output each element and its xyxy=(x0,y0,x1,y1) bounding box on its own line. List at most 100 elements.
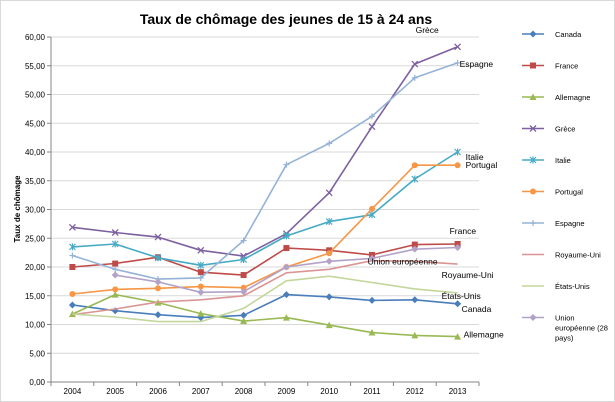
inline-label-canada: Canada xyxy=(462,304,492,314)
point-portugal xyxy=(240,284,247,291)
point-italie xyxy=(68,243,76,251)
point-espagne xyxy=(411,74,418,81)
legend-marker xyxy=(529,93,537,100)
point-france xyxy=(411,241,418,248)
point-union-europeenne-28-pays xyxy=(111,271,119,279)
series-line-espagne xyxy=(72,62,458,280)
legend-label: États-Unis xyxy=(555,282,590,291)
series-royaume-uni xyxy=(72,259,458,316)
legend-marker xyxy=(529,125,537,132)
point-portugal xyxy=(112,286,119,293)
x-tick-label: 2006 xyxy=(149,387,167,396)
legend-label: Grèce xyxy=(555,125,575,134)
series-line-royaume-uni xyxy=(72,259,458,316)
inline-label-etats-unis: États-Unis xyxy=(442,291,481,301)
point-union-europeenne-28-pays xyxy=(454,243,462,251)
legend-label: Espagne xyxy=(555,219,585,228)
point-grece xyxy=(411,60,419,68)
legend-marker xyxy=(529,30,537,38)
legend-marker xyxy=(529,156,537,164)
point-italie xyxy=(325,218,333,226)
y-tick-label: 50,00 xyxy=(25,91,46,100)
point-espagne xyxy=(240,237,247,244)
legend-label: pays) xyxy=(555,334,574,343)
point-allemagne xyxy=(111,291,119,298)
legend-marker xyxy=(530,188,536,195)
y-axis-label: Taux de chômage xyxy=(13,175,22,243)
series-canada xyxy=(68,291,462,322)
point-espagne xyxy=(369,113,375,120)
x-tick-label: 2011 xyxy=(363,387,381,396)
point-allemagne xyxy=(282,314,290,321)
legend-marker xyxy=(530,62,536,69)
point-italie xyxy=(197,261,205,269)
legend-label: Royaume-Uni xyxy=(555,251,601,260)
axes: 0,00 5,00 10,00 15,00 20,00 25,00 30,00 35,00 40… xyxy=(25,33,480,396)
point-allemagne xyxy=(240,317,248,325)
point-grece xyxy=(68,223,76,231)
legend-entry-canada: Canada xyxy=(522,30,582,39)
point-canada xyxy=(282,291,290,299)
point-canada xyxy=(240,311,248,319)
point-allemagne xyxy=(454,333,462,340)
legend-entry-portugal: Portugal xyxy=(522,188,583,197)
point-union-europeenne-28-pays xyxy=(197,288,205,296)
chart-title: Taux de chômage des jeunes de 15 à 24 an… xyxy=(140,11,433,27)
legend-entry-italie: Italie xyxy=(522,156,571,165)
legend-label: France xyxy=(555,62,578,71)
y-tick-label: 10,00 xyxy=(25,321,46,330)
legend-entry-royaume-uni: Royaume-Uni xyxy=(522,251,601,260)
legend-label: Allemagne xyxy=(555,93,590,102)
x-tick-label: 2004 xyxy=(64,387,82,396)
legend-label: européenne (28 xyxy=(555,324,608,333)
point-france xyxy=(69,264,76,270)
point-grece xyxy=(111,229,119,236)
inline-label-union-europeenne-28-pays: Union européenne xyxy=(368,256,438,266)
inline-label-italie: Italie xyxy=(466,152,484,162)
point-espagne xyxy=(283,161,290,168)
point-union-europeenne-28-pays xyxy=(282,263,290,271)
series-line-italie xyxy=(72,151,459,267)
legend-entry-allemagne: Allemagne xyxy=(522,93,590,102)
y-tick-label: 20,00 xyxy=(25,263,46,272)
inline-label-france: France xyxy=(450,226,477,236)
point-portugal xyxy=(369,205,375,212)
x-tick-label: 2012 xyxy=(406,387,424,396)
y-tick-label: 30,00 xyxy=(25,206,46,215)
point-italie xyxy=(154,254,162,262)
legend-marker xyxy=(529,314,537,321)
point-canada xyxy=(454,300,462,308)
series-line-portugal xyxy=(72,164,458,295)
y-tick-label: 15,00 xyxy=(25,292,46,301)
point-union-europeenne-28-pays xyxy=(154,278,162,286)
series-italie xyxy=(68,148,462,269)
point-union-europeenne-28-pays xyxy=(368,254,376,262)
series-etats-unis xyxy=(72,275,458,323)
point-italie xyxy=(282,232,290,240)
point-grece xyxy=(325,189,333,197)
y-tick-label: 0,00 xyxy=(29,378,45,387)
legend-label: Portugal xyxy=(555,188,583,197)
point-union-europeenne-28-pays xyxy=(240,288,248,296)
series-lines xyxy=(68,43,462,340)
inline-label-grece: Grèce xyxy=(416,25,439,35)
series-line-etats-unis xyxy=(72,275,458,323)
legend-entry-espagne: Espagne xyxy=(522,219,585,228)
point-portugal xyxy=(454,162,461,169)
point-france xyxy=(240,272,247,279)
point-grece xyxy=(454,43,462,51)
x-tick-label: 2009 xyxy=(278,387,296,396)
point-italie xyxy=(111,240,119,248)
point-espagne xyxy=(69,252,76,259)
point-italie xyxy=(240,256,248,264)
y-tick-label: 60,00 xyxy=(25,33,46,42)
point-grece xyxy=(154,233,162,241)
series-line-grece xyxy=(72,46,458,257)
legend-label: Italie xyxy=(555,156,571,165)
point-france xyxy=(283,245,290,252)
y-tick-label: 25,00 xyxy=(25,234,46,243)
inline-label-royaume-uni: Royaume-Uni xyxy=(442,270,494,280)
series-line-allemagne xyxy=(72,293,458,338)
